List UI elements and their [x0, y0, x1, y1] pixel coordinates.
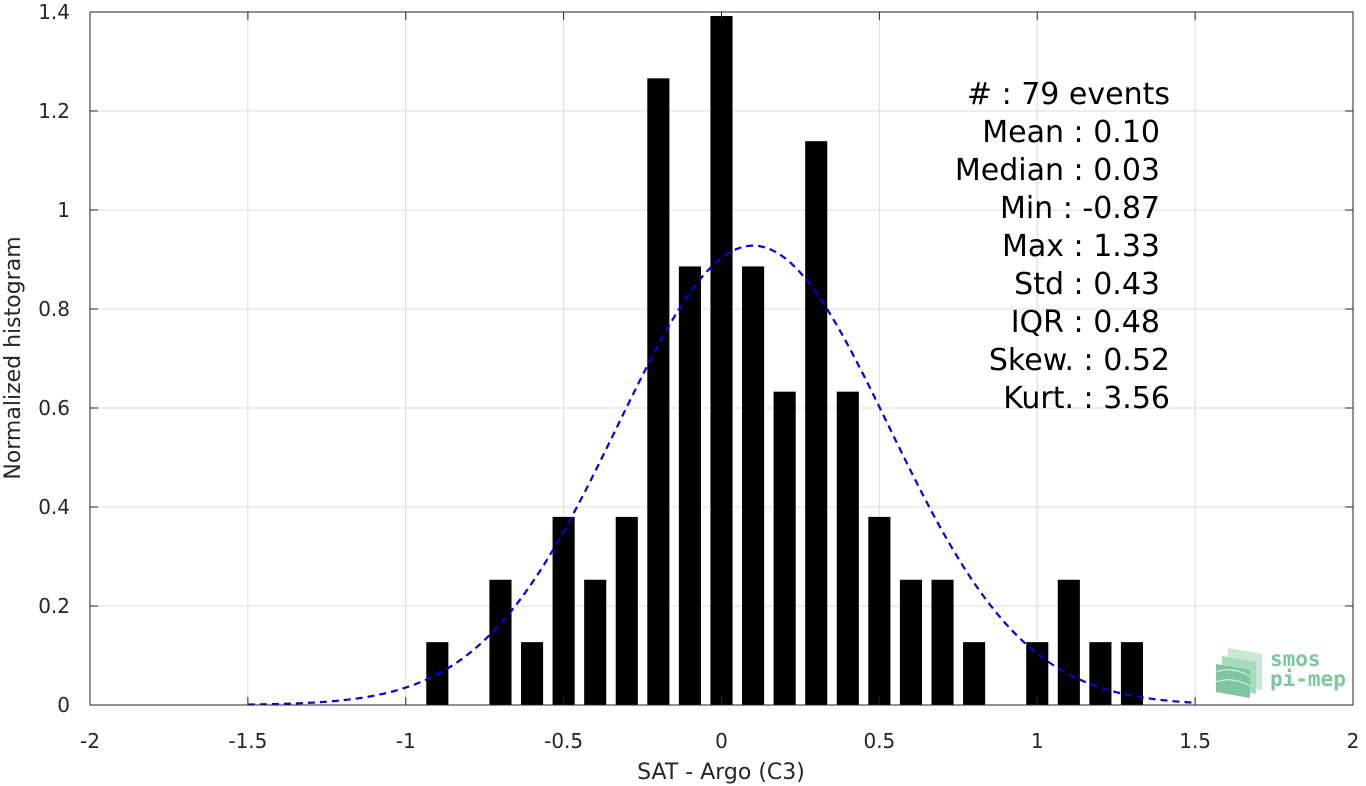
stat-line: # : 79 events — [967, 77, 1170, 112]
histogram-bar — [489, 579, 512, 705]
gaussian-fit-curve — [247, 244, 1196, 706]
stat-line: Min : -0.87 — [1000, 191, 1160, 226]
y-tick-label: 1.2 — [38, 99, 70, 123]
histogram-bar — [647, 78, 670, 705]
x-axis-label: SAT - Argo (C3) — [637, 760, 805, 785]
stat-line: Max : 1.33 — [1002, 229, 1160, 264]
x-tick-label: 1.5 — [1179, 729, 1211, 753]
x-tick-label: 2 — [1347, 729, 1360, 753]
histogram-bar — [1089, 642, 1112, 705]
histogram-bar — [931, 579, 954, 705]
histogram-bar — [710, 15, 733, 705]
logo-waves-icon — [1215, 648, 1262, 698]
stat-line: Std : 0.43 — [1014, 267, 1160, 302]
histogram-bar — [1026, 642, 1049, 705]
x-tick-label: -0.5 — [544, 729, 583, 753]
histogram-bar — [868, 516, 891, 705]
histogram-bar — [805, 141, 828, 705]
x-tick-label: -1.5 — [228, 729, 267, 753]
y-tick-label: 0.8 — [38, 297, 70, 321]
y-tick-labels: 0 0.2 0.4 0.6 0.8 1 1.2 1.4 — [38, 0, 70, 717]
y-tick-label: 0.4 — [38, 495, 70, 519]
logo-text-smos: smos — [1270, 647, 1321, 671]
smos-pi-mep-logo: smos pi-mep — [1215, 647, 1346, 698]
histogram-bar — [678, 266, 701, 705]
histogram-bar — [899, 579, 923, 705]
histogram-bar — [773, 391, 796, 705]
x-tick-label: 0 — [715, 729, 728, 753]
histogram-bar — [520, 642, 544, 705]
x-tick-label: 1 — [1031, 729, 1044, 753]
stat-line: Kurt. : 3.56 — [1003, 381, 1170, 416]
y-tick-label: 1 — [57, 198, 70, 222]
y-tick-label: 0.2 — [38, 594, 70, 618]
histogram-bar — [615, 516, 638, 705]
x-tick-labels: -2 -1.5 -1 -0.5 0 0.5 1 1.5 2 — [80, 729, 1359, 753]
y-tick-label: 0.6 — [38, 396, 70, 420]
y-axis-label: Normalized histogram — [1, 236, 26, 479]
stat-line: IQR : 0.48 — [1011, 305, 1160, 340]
histogram-bar — [963, 642, 986, 705]
x-tick-label: -1 — [396, 729, 416, 753]
stat-line: Skew. : 0.52 — [989, 343, 1170, 378]
stat-line: Mean : 0.10 — [982, 115, 1160, 150]
logo-text-pi-mep: pi-mep — [1270, 667, 1346, 691]
histogram-bar — [836, 391, 859, 705]
y-tick-label: 0 — [57, 693, 70, 717]
stat-line: Median : 0.03 — [955, 153, 1160, 188]
histogram-bar — [584, 579, 607, 705]
axes — [89, 11, 1354, 706]
bars — [426, 15, 1144, 705]
x-tick-label: 0.5 — [863, 729, 895, 753]
histogram-bar — [1120, 642, 1144, 705]
histogram-bar — [742, 266, 765, 705]
y-tick-label: 1.4 — [38, 0, 70, 24]
x-tick-label: -2 — [80, 729, 100, 753]
histogram-bar — [1057, 579, 1080, 705]
histogram-bar — [552, 516, 575, 705]
